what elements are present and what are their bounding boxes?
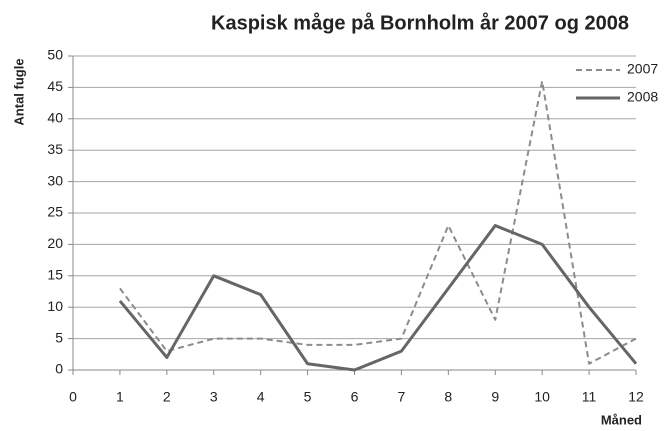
- y-tick-label: 15: [47, 267, 63, 283]
- y-tick-label: 35: [47, 141, 63, 157]
- chart-title: Kaspisk måge på Bornholm år 2007 og 2008: [211, 11, 629, 34]
- y-tick-label: 20: [47, 235, 63, 251]
- x-axis-label: Måned: [601, 412, 642, 427]
- x-tick-label: 10: [534, 389, 550, 405]
- legend-label: 2008: [627, 89, 658, 105]
- y-tick-label: 25: [47, 204, 63, 220]
- y-tick-label: 0: [55, 361, 63, 377]
- x-tick-label: 11: [582, 389, 597, 405]
- x-tick-label: 12: [628, 389, 644, 405]
- line-series: [119, 80, 637, 365]
- x-tick-label: 8: [444, 389, 452, 405]
- y-tick-label: 45: [47, 78, 63, 94]
- x-tick-label: 9: [491, 389, 499, 405]
- y-tick-label: 10: [47, 298, 63, 314]
- y-axis-label: Antal fugle: [11, 58, 26, 125]
- legend-label: 2007: [627, 61, 658, 77]
- y-tick-label: 50: [47, 47, 63, 63]
- x-tick-label: 4: [257, 389, 265, 405]
- x-tick-label: 7: [398, 389, 406, 405]
- x-tick-label: 1: [116, 389, 124, 405]
- y-tick-label: 30: [47, 172, 63, 188]
- x-tick-label: 2: [163, 389, 171, 405]
- x-tick-label: 0: [69, 389, 77, 405]
- y-tick-label: 40: [47, 110, 63, 126]
- line-series: [118, 224, 638, 372]
- x-tick-label: 6: [351, 389, 359, 405]
- x-tick-label: 3: [210, 389, 218, 405]
- x-tick-label: 5: [304, 389, 312, 405]
- y-tick-label: 5: [55, 329, 63, 345]
